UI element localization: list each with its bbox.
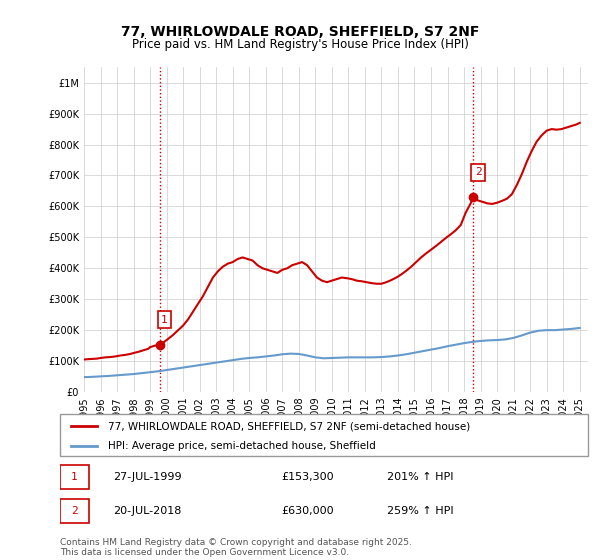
Text: £630,000: £630,000	[282, 506, 334, 516]
Text: HPI: Average price, semi-detached house, Sheffield: HPI: Average price, semi-detached house,…	[107, 441, 375, 451]
Text: 259% ↑ HPI: 259% ↑ HPI	[388, 506, 454, 516]
Text: Contains HM Land Registry data © Crown copyright and database right 2025.
This d: Contains HM Land Registry data © Crown c…	[60, 538, 412, 557]
Text: 1: 1	[71, 472, 77, 482]
Text: 77, WHIRLOWDALE ROAD, SHEFFIELD, S7 2NF (semi-detached house): 77, WHIRLOWDALE ROAD, SHEFFIELD, S7 2NF …	[107, 421, 470, 431]
Text: 77, WHIRLOWDALE ROAD, SHEFFIELD, S7 2NF: 77, WHIRLOWDALE ROAD, SHEFFIELD, S7 2NF	[121, 25, 479, 39]
Text: 201% ↑ HPI: 201% ↑ HPI	[388, 472, 454, 482]
Text: Price paid vs. HM Land Registry's House Price Index (HPI): Price paid vs. HM Land Registry's House …	[131, 38, 469, 51]
Text: 2: 2	[475, 167, 481, 178]
Text: £153,300: £153,300	[282, 472, 334, 482]
FancyBboxPatch shape	[60, 499, 89, 523]
Text: 27-JUL-1999: 27-JUL-1999	[113, 472, 181, 482]
Text: 1: 1	[161, 315, 168, 325]
Text: 2: 2	[71, 506, 77, 516]
FancyBboxPatch shape	[60, 414, 588, 456]
FancyBboxPatch shape	[60, 465, 89, 489]
Text: 20-JUL-2018: 20-JUL-2018	[113, 506, 181, 516]
